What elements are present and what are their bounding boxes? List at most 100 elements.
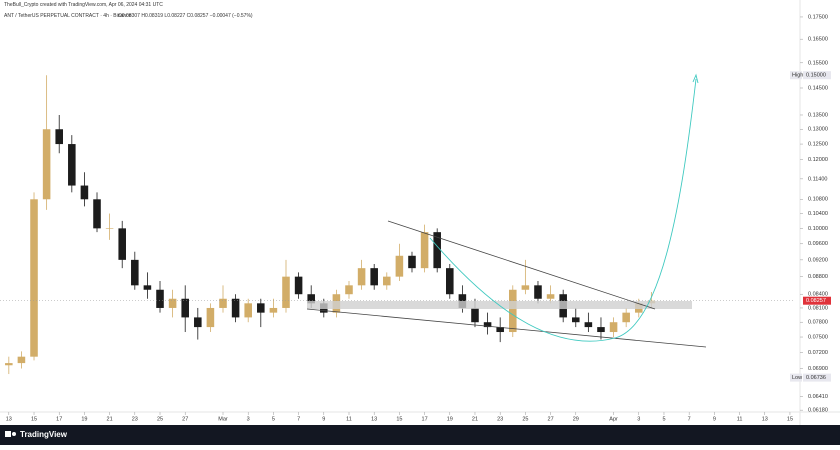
candle-body — [420, 232, 429, 269]
candle-body — [17, 356, 26, 364]
y-tick-label: 0.10400 — [808, 211, 828, 217]
y-tick-label: 0.10000 — [808, 226, 828, 232]
candle-body — [55, 129, 63, 145]
x-tick-label: 23 — [497, 416, 503, 422]
marker-box — [790, 71, 802, 80]
candle-body — [143, 285, 152, 290]
candle-body — [370, 268, 378, 286]
y-tick-label: 0.08100 — [808, 305, 828, 311]
support-line — [306, 308, 707, 348]
candle-body — [521, 285, 530, 290]
x-tick-label: 3 — [637, 416, 640, 422]
last-price-box — [803, 296, 831, 305]
candle-body — [534, 285, 542, 299]
candle-body — [622, 312, 630, 323]
candle-body — [282, 276, 290, 308]
x-tick-label: 15 — [787, 416, 793, 422]
candle-body — [408, 255, 416, 269]
x-tick-label: 23 — [132, 416, 138, 422]
candle-body — [168, 298, 177, 308]
candle-body — [345, 285, 353, 295]
y-tick-label: 0.13000 — [808, 127, 828, 133]
x-tick-label: 19 — [81, 416, 87, 422]
x-tick-label: 11 — [737, 416, 743, 422]
axes: 0.17500 0.16500 0.15500 0.14500 0.13500 0.130… — [6, 14, 831, 422]
logo-mark — [5, 431, 11, 437]
candle-body — [118, 228, 126, 260]
x-tick-label: 5 — [272, 416, 275, 422]
y-tick-label: 0.06410 — [808, 394, 828, 400]
candle-body — [257, 303, 265, 313]
y-tick-label: 0.09600 — [808, 241, 828, 247]
candle-body — [383, 276, 391, 286]
candle-body — [131, 259, 139, 286]
marker-label: 0.15000 — [806, 73, 826, 79]
x-tick-label: 21 — [107, 416, 113, 422]
x-tick-label: 25 — [522, 416, 528, 422]
symbol: ANT / TetherUS PERPETUAL CONTRACT · 4h ·… — [4, 13, 132, 19]
y-tick-label: 0.07200 — [808, 350, 828, 356]
candle-body — [93, 199, 101, 229]
candle-body — [597, 327, 605, 333]
candle-body — [80, 185, 89, 200]
x-tick-label: 25 — [157, 416, 163, 422]
y-tick-label: 0.06900 — [808, 366, 828, 372]
x-tick-label: 15 — [31, 416, 37, 422]
candle-body — [244, 303, 252, 318]
drawings — [306, 73, 707, 348]
marker-value-box — [803, 373, 831, 382]
candle-body — [496, 327, 504, 333]
projection-arrow — [692, 73, 699, 84]
candle-body — [546, 294, 555, 299]
candle-body — [433, 232, 441, 269]
candle-body — [156, 289, 164, 308]
y-tick-label: 0.10800 — [808, 197, 828, 203]
candle-body — [294, 276, 303, 295]
x-tick-label: Apr — [609, 416, 618, 422]
x-tick-label: 27 — [182, 416, 188, 422]
candle-body — [105, 228, 114, 229]
candle-body — [509, 289, 517, 333]
candle-body — [181, 298, 189, 318]
x-tick-label: 19 — [447, 416, 453, 422]
x-tick-label: 29 — [573, 416, 579, 422]
candle-body — [219, 298, 227, 308]
y-tick-label: 0.12000 — [808, 157, 828, 163]
marker-name: Low — [792, 375, 802, 381]
y-tick-label: 0.17500 — [808, 14, 828, 20]
x-tick-label: 13 — [762, 416, 768, 422]
y-tick-label: 0.08400 — [808, 292, 828, 298]
y-tick-label: 0.13500 — [808, 112, 828, 118]
x-tick-label: 27 — [548, 416, 554, 422]
y-tick-label: 0.12500 — [808, 142, 828, 148]
candle-body — [483, 322, 492, 328]
x-tick-label: 17 — [56, 416, 62, 422]
y-tick-label: 0.08800 — [808, 274, 828, 280]
x-tick-label: 15 — [396, 416, 402, 422]
candle-body — [584, 322, 593, 328]
y-tick-label: 0.07500 — [808, 334, 828, 340]
x-tick-label: Mar — [218, 416, 228, 422]
projection-curve — [429, 78, 697, 342]
y-tick-label: 0.07800 — [808, 320, 828, 326]
candle-body — [471, 307, 479, 323]
y-tick-label: 0.15500 — [808, 60, 828, 66]
candle-body — [42, 129, 51, 200]
candle-body — [357, 268, 366, 286]
candle-body — [446, 268, 454, 295]
x-tick-label: 9 — [713, 416, 716, 422]
logo — [5, 431, 16, 437]
footer-brand: TradingView — [20, 430, 68, 439]
x-tick-label: 3 — [247, 416, 250, 422]
y-tick-label: 0.14500 — [808, 85, 828, 91]
candle-body — [307, 294, 315, 304]
candle-body — [571, 317, 580, 323]
resistance-line — [387, 220, 656, 310]
candle-body — [5, 363, 13, 366]
marker-value-box — [803, 71, 831, 80]
candle-body — [68, 144, 76, 186]
x-tick-label: 7 — [688, 416, 691, 422]
